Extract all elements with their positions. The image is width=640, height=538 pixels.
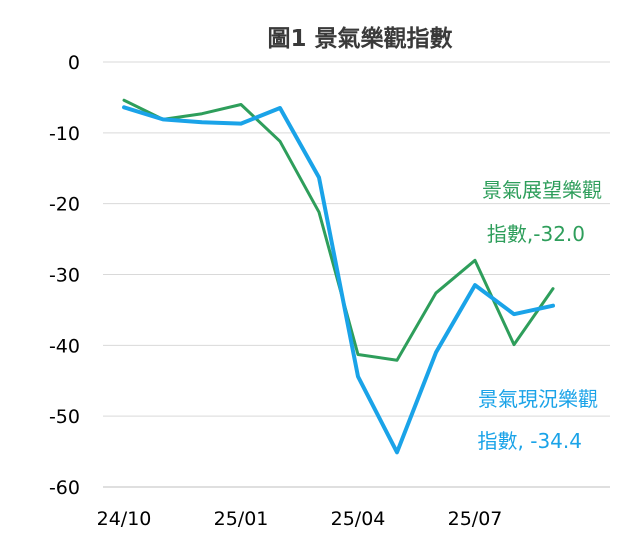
y-tick-label: -50 bbox=[49, 406, 80, 428]
series-lines bbox=[122, 98, 555, 455]
x-axis-ticks: 24/10 25/01 25/04 25/07 bbox=[97, 508, 503, 530]
x-tick-label: 25/04 bbox=[331, 508, 386, 530]
y-tick-label: -60 bbox=[49, 477, 80, 499]
outlook-series-label-line2: 指數,-32.0 bbox=[487, 222, 585, 246]
y-tick-label: 0 bbox=[68, 52, 80, 74]
chart-title: 圖1 景氣樂觀指數 bbox=[267, 25, 452, 52]
x-tick-label: 25/01 bbox=[214, 508, 269, 530]
y-tick-label: -20 bbox=[49, 194, 80, 216]
y-tick-label: -30 bbox=[49, 265, 80, 287]
current-series-label-line1: 景氣現況樂觀 bbox=[478, 387, 598, 411]
y-axis-ticks: 0 -10 -20 -30 -40 -50 -60 bbox=[49, 52, 80, 499]
y-tick-label: -40 bbox=[49, 335, 80, 357]
current-series-line bbox=[122, 105, 555, 455]
outlook-series-label-line1: 景氣展望樂觀 bbox=[482, 178, 602, 202]
current-series-label-line2: 指數, -34.4 bbox=[478, 429, 582, 453]
x-tick-label: 25/07 bbox=[448, 508, 503, 530]
x-tick-label: 24/10 bbox=[97, 508, 152, 530]
gridlines bbox=[103, 61, 610, 488]
y-tick-label: -10 bbox=[49, 123, 80, 145]
